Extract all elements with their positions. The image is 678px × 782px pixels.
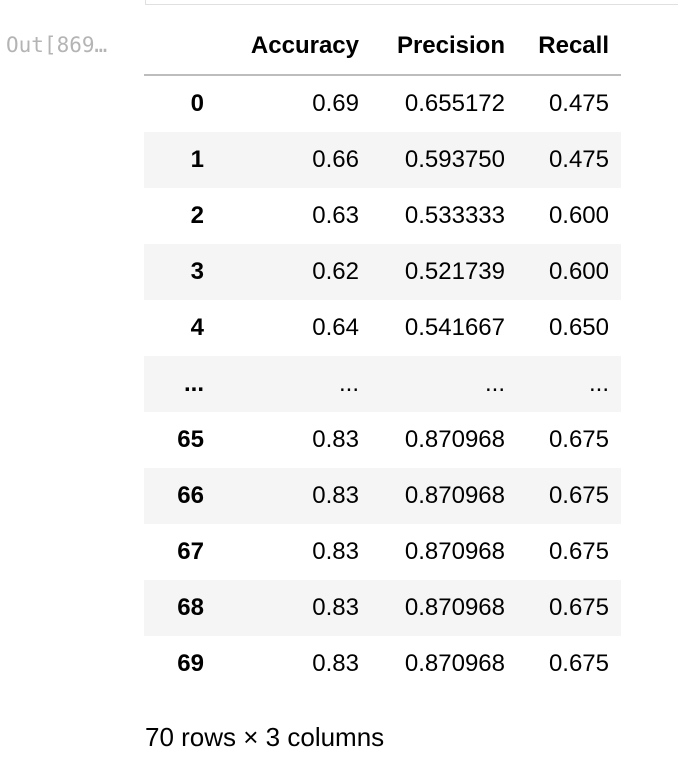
dataframe-output: Accuracy Precision Recall 0 0.69 0.655172 0… <box>144 18 621 692</box>
precision-cell: 0.521739 <box>404 258 505 285</box>
precision-cell: 0.870968 <box>404 426 505 453</box>
precision-cell: 0.870968 <box>404 482 505 509</box>
table-row: 68 0.83 0.870968 0.675 <box>144 580 621 636</box>
table-body: 0 0.69 0.655172 0.475 1 0.66 0.593750 0.475 2 0.6… <box>144 75 621 692</box>
precision-cell: 0.593750 <box>404 146 505 173</box>
column-header-precision: Precision <box>371 18 517 76</box>
recall-cell: 0.675 <box>548 426 609 453</box>
table-row: 66 0.83 0.870968 0.675 <box>144 468 621 524</box>
row-index: ... <box>183 370 204 397</box>
precision-cell: 0.870968 <box>404 650 505 677</box>
row-index: 69 <box>177 650 204 677</box>
table-row: 0 0.69 0.655172 0.475 <box>144 75 621 132</box>
recall-cell: 0.675 <box>548 594 609 621</box>
table-row: 65 0.83 0.870968 0.675 <box>144 412 621 468</box>
recall-cell: 0.600 <box>548 258 609 285</box>
accuracy-cell: 0.64 <box>312 314 359 341</box>
dataframe-table: Accuracy Precision Recall 0 0.69 0.655172 0… <box>144 18 621 692</box>
accuracy-cell: 0.83 <box>312 426 359 453</box>
accuracy-cell: 0.69 <box>312 90 359 117</box>
table-row: 67 0.83 0.870968 0.675 <box>144 524 621 580</box>
accuracy-cell: 0.62 <box>312 258 359 285</box>
precision-cell: 0.655172 <box>404 90 505 117</box>
row-index: 0 <box>190 90 204 117</box>
row-index: 1 <box>190 146 204 173</box>
recall-cell: 0.600 <box>548 202 609 229</box>
accuracy-cell: 0.63 <box>312 202 359 229</box>
dataframe-shape-label: 70 rows × 3 columns <box>145 722 385 752</box>
accuracy-cell: 0.83 <box>312 594 359 621</box>
recall-cell: ... <box>588 370 609 397</box>
precision-cell: 0.541667 <box>404 314 505 341</box>
precision-cell: ... <box>484 370 505 397</box>
table-header: Accuracy Precision Recall <box>144 18 621 76</box>
recall-cell: 0.675 <box>548 482 609 509</box>
recall-cell: 0.650 <box>548 314 609 341</box>
recall-cell: 0.675 <box>548 538 609 565</box>
previous-cell-edge <box>145 0 678 5</box>
header-row: Accuracy Precision Recall <box>144 18 621 76</box>
recall-cell: 0.475 <box>548 90 609 117</box>
recall-cell: 0.675 <box>548 650 609 677</box>
precision-cell: 0.870968 <box>404 538 505 565</box>
row-index: 4 <box>190 314 204 341</box>
accuracy-cell: 0.66 <box>312 146 359 173</box>
ellipsis-row: ............ <box>144 356 621 412</box>
table-row: 69 0.83 0.870968 0.675 <box>144 636 621 692</box>
precision-cell: 0.870968 <box>404 594 505 621</box>
row-index: 3 <box>190 258 204 285</box>
table-row: 4 0.64 0.541667 0.650 <box>144 300 621 356</box>
recall-cell: 0.475 <box>548 146 609 173</box>
precision-cell: 0.533333 <box>404 202 505 229</box>
table-row: 2 0.63 0.533333 0.600 <box>144 188 621 244</box>
row-index: 2 <box>190 202 204 229</box>
row-index: 67 <box>177 538 204 565</box>
output-prompt: Out[869… <box>6 33 108 57</box>
table-row: 1 0.66 0.593750 0.475 <box>144 132 621 188</box>
accuracy-cell: 0.83 <box>312 538 359 565</box>
row-index: 66 <box>177 482 204 509</box>
table-row: 3 0.62 0.521739 0.600 <box>144 244 621 300</box>
accuracy-cell: 0.83 <box>312 650 359 677</box>
row-index: 65 <box>177 426 204 453</box>
accuracy-cell: ... <box>338 370 359 397</box>
index-header <box>144 18 216 76</box>
accuracy-cell: 0.83 <box>312 482 359 509</box>
row-index: 68 <box>177 594 204 621</box>
column-header-accuracy: Accuracy <box>216 18 371 76</box>
column-header-recall: Recall <box>517 18 621 76</box>
